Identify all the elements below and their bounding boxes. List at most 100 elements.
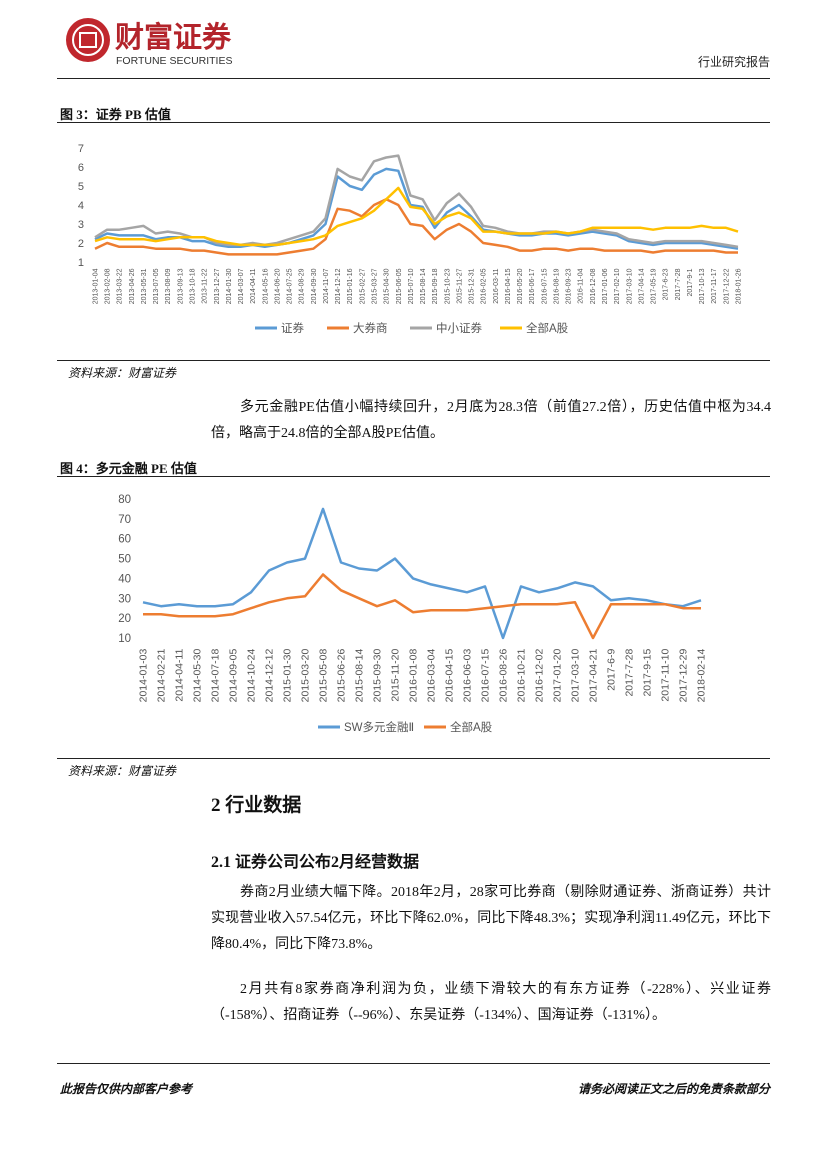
y-tick-label: 20	[118, 613, 131, 625]
x-tick-label: 2014-09-30	[311, 268, 318, 304]
x-tick-label: 2017-12-22	[723, 268, 730, 304]
x-tick-label: 2016-06-17	[529, 268, 536, 304]
paragraph: 券商2月业绩大幅下降。2018年2月，28家可比券商（剔除财通证券、浙商证券）共…	[211, 885, 771, 952]
x-tick-label: 2017-05-19	[651, 268, 658, 304]
x-tick-label: 2016-07-15	[480, 649, 492, 703]
footer-left: 此报告仅供内部客户参考	[60, 1082, 193, 1096]
x-tick-label: 2016-03-11	[493, 268, 500, 303]
x-tick-label: 2015-11-20	[390, 649, 402, 702]
logo-subtext: FORTUNE SECURITIES	[116, 55, 232, 67]
x-tick-label: 2017-03-10	[626, 268, 633, 304]
x-tick-label: 2016-11-04	[578, 268, 585, 303]
x-tick-label: 2015-08-14	[420, 268, 427, 304]
x-tick-label: 2015-04-30	[384, 268, 391, 304]
x-tick-label: 2015-02-27	[359, 268, 366, 304]
logo-ring	[72, 24, 104, 56]
x-tick-label: 2016-07-15	[541, 268, 548, 304]
x-tick-label: 2015-06-26	[336, 649, 348, 703]
x-tick-label: 2014-07-18	[210, 649, 222, 703]
y-tick-label: 30	[118, 593, 131, 605]
x-tick-label: 2015-06-05	[396, 268, 403, 304]
y-tick-label: 4	[78, 200, 84, 212]
figure-rule	[57, 758, 770, 759]
x-tick-label: 2013-03-22	[117, 268, 124, 304]
figure-rule	[57, 122, 770, 123]
x-tick-label: 2017-9-1	[687, 268, 694, 296]
x-tick-label: 2015-05-08	[318, 649, 330, 703]
series-line	[94, 198, 738, 256]
footer-rule	[57, 1063, 770, 1064]
x-tick-label: 2014-11-07	[323, 268, 330, 303]
paragraph: 2月共有8家券商净利润为负，业绩下滑较大的有东方证券（-228%）、兴业证券（-…	[211, 982, 771, 1023]
x-tick-label: 2017-6-9	[606, 649, 618, 691]
x-tick-label: 2014-04-11	[250, 268, 257, 303]
paragraph: 多元金融PE估值小幅持续回升，2月底为28.3倍（前值27.2倍），历史估值中枢…	[211, 400, 771, 441]
y-tick-label: 70	[118, 514, 131, 526]
x-tick-label: 2013-08-09	[165, 268, 172, 304]
x-tick-label: 2016-10-21	[516, 649, 528, 703]
x-tick-label: 2013-07-05	[153, 268, 160, 304]
x-tick-label: 2014-08-29	[299, 268, 306, 304]
x-tick-label: 2013-04-26	[129, 268, 136, 304]
x-tick-label: 2014-04-11	[174, 649, 186, 702]
source-note: 资料来源：财富证券	[68, 764, 177, 778]
y-tick-label: 7	[78, 143, 84, 155]
x-tick-label: 2015-09-18	[432, 268, 439, 304]
x-tick-label: 2014-02-21	[156, 649, 168, 703]
legend-label: 证券	[281, 321, 304, 335]
x-tick-label: 2015-11-27	[456, 268, 463, 303]
y-tick-label: 2	[78, 238, 84, 250]
x-tick-label: 2013-11-22	[202, 268, 209, 303]
x-tick-label: 2014-06-20	[274, 268, 281, 304]
x-tick-label: 2016-01-08	[408, 649, 420, 703]
x-tick-label: 2016-02-05	[481, 268, 488, 304]
x-tick-label: 2017-01-06	[602, 268, 609, 304]
y-tick-label: 10	[118, 633, 131, 645]
y-tick-label: 60	[118, 534, 131, 546]
x-tick-label: 2017-04-14	[638, 268, 645, 304]
series-line	[142, 507, 702, 640]
report-type: 行业研究报告	[698, 54, 770, 69]
x-tick-label: 2017-01-20	[552, 649, 564, 703]
x-tick-label: 2016-04-15	[505, 268, 512, 304]
y-tick-label: 1	[78, 257, 84, 269]
series-line	[94, 154, 739, 249]
x-tick-label: 2017-6-23	[663, 268, 670, 300]
x-tick-label: 2014-10-24	[246, 649, 258, 703]
x-tick-label: 2017-11-17	[711, 268, 718, 303]
x-tick-label: 2015-12-31	[469, 268, 476, 304]
x-tick-label: 2013-05-31	[141, 268, 148, 304]
x-tick-label: 2016-12-08	[590, 268, 597, 304]
x-tick-label: 2017-02-10	[614, 268, 621, 304]
x-tick-label: 2015-10-23	[444, 268, 451, 304]
y-tick-label: 80	[118, 494, 131, 506]
x-tick-label: 2015-03-20	[300, 649, 312, 703]
figure-rule	[57, 360, 770, 361]
x-tick-label: 2016-03-04	[426, 649, 438, 703]
x-tick-label: 2014-01-30	[226, 268, 233, 304]
y-tick-label: 3	[78, 219, 84, 231]
legend-label: SW多元金融Ⅱ	[344, 720, 414, 734]
figure-title: 图 4：多元金融 PE 估值	[60, 461, 197, 476]
x-tick-label: 2014-05-16	[262, 268, 269, 304]
logo-text: 财富证券	[115, 20, 232, 54]
x-tick-label: 2015-08-14	[354, 649, 366, 703]
x-tick-label: 2013-10-18	[190, 268, 197, 304]
x-tick-label: 2017-7-28	[675, 268, 682, 300]
x-tick-label: 2015-01-16	[347, 268, 354, 304]
x-tick-label: 2014-12-12	[335, 268, 342, 304]
x-tick-label: 2016-04-15	[444, 649, 456, 703]
legend-label: 全部A股	[450, 720, 493, 734]
footer-right: 请务必阅读正文之后的免责条款部分	[577, 1082, 770, 1096]
header-rule	[57, 78, 770, 79]
source-note: 资料来源：财富证券	[68, 366, 177, 380]
y-tick-label: 5	[78, 181, 84, 193]
x-tick-label: 2017-11-10	[660, 649, 672, 702]
x-tick-label: 2015-07-10	[408, 268, 415, 304]
section-heading: 2 行业数据	[211, 795, 302, 816]
y-tick-label: 6	[78, 162, 84, 174]
x-tick-label: 2017-03-10	[570, 649, 582, 703]
x-tick-label: 2016-08-19	[553, 268, 560, 304]
